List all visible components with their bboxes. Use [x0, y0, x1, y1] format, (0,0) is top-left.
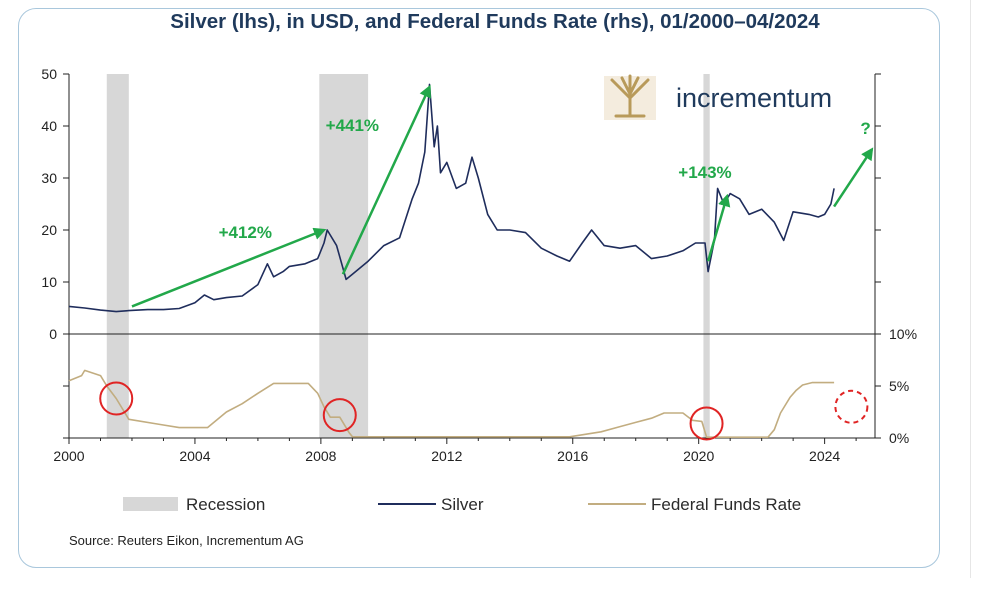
x-tick-label: 2024 — [809, 448, 840, 464]
arrow-441 — [341, 84, 431, 275]
left-y-tick-label: 50 — [41, 66, 57, 82]
x-tick-label: 2012 — [431, 448, 462, 464]
rate-cut-circle-2008 — [322, 398, 357, 433]
logo: incrementum — [604, 74, 832, 120]
arrow-412 — [131, 227, 327, 308]
legend-silver-label: Silver — [441, 495, 484, 514]
logo-wordmark: incrementum — [676, 83, 832, 113]
chart-frame — [18, 8, 940, 568]
x-tick-label: 2000 — [53, 448, 84, 464]
recession-band-0 — [106, 74, 129, 438]
label-412: +412% — [219, 223, 272, 242]
recession-bands — [106, 74, 710, 438]
page-divider — [970, 0, 971, 578]
legend: Recession Silver Federal Funds Rate — [123, 495, 801, 514]
arrow-question — [833, 147, 874, 208]
series-line-federal-funds-rate — [68, 369, 835, 439]
annotations: incrementum +412% +441% +143%? — [99, 74, 874, 441]
legend-recession-label: Recession — [186, 495, 265, 514]
future-cut-circle-2024 — [834, 389, 869, 424]
arrow-143 — [706, 193, 731, 262]
x-tick-label: 2004 — [179, 448, 210, 464]
rate-cut-circle-2001 — [99, 381, 134, 416]
x-tick-label: 2016 — [557, 448, 588, 464]
series-lines — [68, 83, 835, 439]
left-y-tick-label: 30 — [41, 170, 57, 186]
rate-cut-circle-2020 — [689, 406, 724, 441]
series-line-silver — [68, 83, 835, 313]
label-441: +441% — [326, 116, 379, 135]
legend-recession-swatch — [123, 497, 178, 511]
recession-band-1 — [319, 74, 369, 438]
left-y-tick-label: 40 — [41, 118, 57, 134]
left-y-tick-label: 20 — [41, 222, 57, 238]
right-y-tick-label: 10% — [889, 326, 917, 342]
legend-fedfunds-label: Federal Funds Rate — [651, 495, 801, 514]
label-question: ? — [860, 119, 870, 138]
source-note: Source: Reuters Eikon, Incrementum AG — [69, 533, 304, 548]
left-y-tick-label: 0 — [49, 326, 57, 342]
left-y-tick-label: 10 — [41, 274, 57, 290]
logo-tree-icon — [610, 74, 650, 118]
axes: 0 10 20 30 40 50 0% 5% 10% 2000 2004 2008 2012 2016 20… — [41, 66, 917, 464]
chart-title: Silver (lhs), in USD, and Federal Funds … — [170, 10, 820, 33]
label-143: +143% — [678, 163, 731, 182]
right-y-tick-label: 5% — [889, 378, 909, 394]
right-y-tick-label: 0% — [889, 430, 909, 446]
x-tick-label: 2008 — [305, 448, 336, 464]
x-tick-label: 2020 — [683, 448, 714, 464]
